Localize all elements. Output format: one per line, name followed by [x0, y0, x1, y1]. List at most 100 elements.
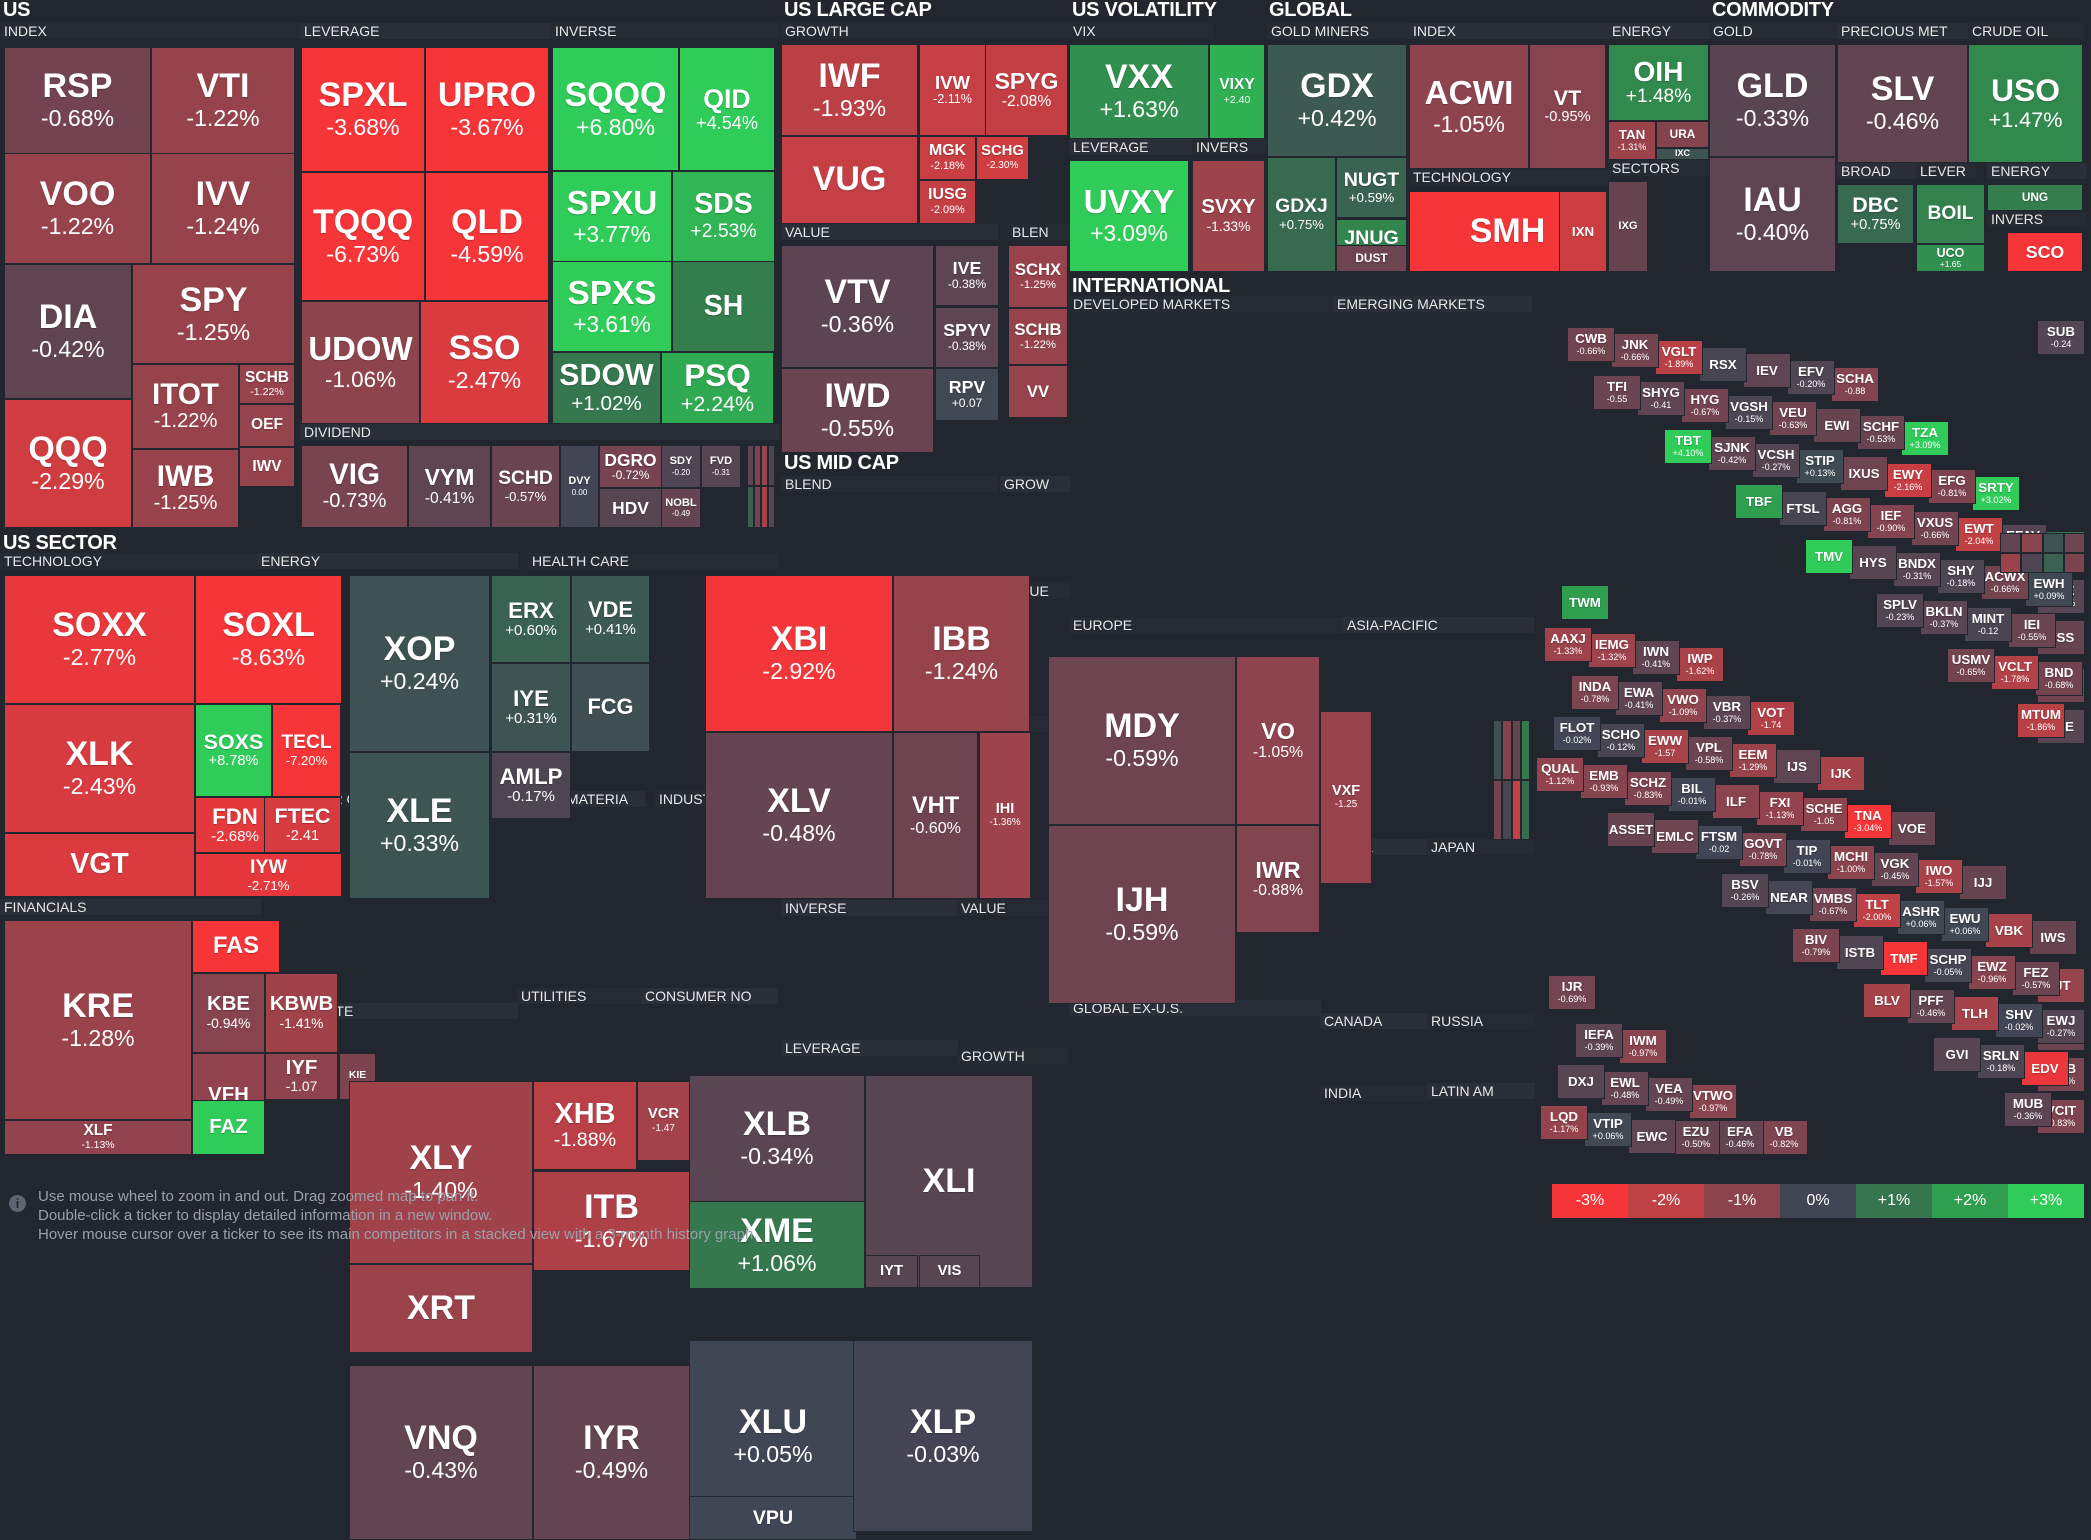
ticker-tile-spyv[interactable]: SPYV -0.38%: [935, 307, 999, 368]
ticker-tile-ilf[interactable]: ILF: [1712, 784, 1760, 819]
ticker-tile-vclt[interactable]: VCLT -1.78%: [1991, 655, 2039, 690]
ticker-tile-iyw[interactable]: IYW -2.71%: [195, 853, 342, 897]
ticker-tile-schf[interactable]: SCHF -0.53%: [1857, 415, 1905, 450]
ticker-tile-dvy[interactable]: DVY 0.00: [560, 445, 599, 528]
ticker-tile-tza[interactable]: TZA +3.09%: [1901, 421, 1949, 456]
ticker-tile-vpu[interactable]: VPU: [689, 1496, 857, 1540]
ticker-tile-bkln[interactable]: BKLN -0.37%: [1920, 600, 1968, 635]
ticker-tile-vmbs[interactable]: VMBS -0.67%: [1809, 887, 1857, 922]
ticker-tile-voo[interactable]: VOO -1.22%: [4, 153, 151, 264]
ticker-tile-kre[interactable]: KRE -1.28%: [4, 920, 192, 1120]
ticker-tile-spyg[interactable]: SPYG -2.08%: [985, 44, 1068, 136]
ticker-tile-srln[interactable]: SRLN -0.18%: [1977, 1044, 2025, 1079]
ticker-tile-xlb[interactable]: XLB -0.34%: [689, 1075, 865, 1202]
ticker-tile-govt[interactable]: GOVT -0.78%: [1739, 832, 1787, 867]
ticker-tile-iwo[interactable]: IWO -1.57%: [1915, 859, 1963, 894]
ticker-tile-ivw[interactable]: IVW -2.11%: [919, 44, 986, 136]
ticker-tile-cwb[interactable]: CWB -0.66%: [1567, 327, 1615, 362]
ticker-tile-spxl[interactable]: SPXL -3.68%: [301, 47, 425, 172]
ticker-tile-ewc[interactable]: EWC: [1628, 1119, 1676, 1154]
ticker-tile-dxj[interactable]: DXJ: [1557, 1064, 1605, 1099]
ticker-tile-asset[interactable]: ASSET: [1607, 812, 1655, 847]
ticker-tile-ijh[interactable]: IJH -0.59%: [1048, 825, 1236, 1004]
ticker-tile-eww[interactable]: EWW -1.57: [1641, 729, 1689, 764]
ticker-tile-tip[interactable]: TIP -0.01%: [1783, 839, 1831, 874]
ticker-tile-vgk[interactable]: VGK -0.45%: [1871, 852, 1919, 887]
ticker-tile-veu[interactable]: VEU -0.63%: [1769, 401, 1817, 436]
ticker-tile-kbe[interactable]: KBE -0.94%: [192, 973, 265, 1053]
ticker-tile-dbc[interactable]: DBC +0.75%: [1837, 184, 1914, 244]
ticker-tile-mdy[interactable]: MDY -0.59%: [1048, 656, 1236, 825]
ticker-tile-ewy[interactable]: EWY -2.16%: [1884, 463, 1932, 498]
ticker-tile-ftsm[interactable]: FTSM -0.02: [1695, 825, 1743, 860]
ticker-tile-iusg[interactable]: IUSG -2.09%: [919, 180, 976, 224]
ticker-tile-vis[interactable]: VIS: [919, 1255, 980, 1288]
ticker-tile-schb[interactable]: SCHB -1.22%: [239, 364, 295, 404]
ticker-tile-fez[interactable]: FEZ -0.57%: [2012, 961, 2060, 996]
ticker-tile-spxs[interactable]: SPXS +3.61%: [552, 261, 672, 352]
ticker-tile-vtip[interactable]: VTIP +0.06%: [1584, 1112, 1632, 1147]
ticker-tile-rsx[interactable]: RSX: [1699, 347, 1747, 382]
ticker-tile-tlh[interactable]: TLH: [1951, 996, 1999, 1031]
ticker-tile-lqd[interactable]: LQD -1.17%: [1540, 1105, 1588, 1140]
ticker-tile-vbr[interactable]: VBR -0.37%: [1703, 695, 1751, 730]
ticker-tile-hys[interactable]: HYS: [1849, 545, 1897, 580]
ticker-tile-dgro[interactable]: DGRO -0.72%: [599, 445, 662, 488]
ticker-tile-ive[interactable]: IVE -0.38%: [935, 245, 999, 306]
ticker-tile-sqqq[interactable]: SQQQ +6.80%: [552, 47, 679, 171]
ticker-tile-scha[interactable]: SCHA -0.88: [1831, 367, 1879, 402]
ticker-tile-upro[interactable]: UPRO -3.67%: [425, 47, 549, 172]
ticker-tile-vot[interactable]: VOT -1.74: [1747, 701, 1795, 736]
ticker-tile-tmv[interactable]: TMV: [1805, 539, 1853, 574]
ticker-tile-amlp[interactable]: AMLP -0.17%: [491, 752, 571, 819]
ticker-tile-stip[interactable]: STIP +0.13%: [1796, 449, 1844, 484]
ticker-tile-tbf[interactable]: TBF: [1735, 484, 1783, 519]
ticker-tile-voe[interactable]: VOE: [1888, 811, 1936, 846]
ticker-tile-ijj[interactable]: IJJ: [1959, 865, 2007, 900]
ticker-tile-iau[interactable]: IAU -0.40%: [1709, 157, 1836, 272]
ticker-tile-mub[interactable]: MUB -0.36%: [2004, 1092, 2052, 1127]
ticker-tile-schp[interactable]: SCHP -0.05%: [1924, 948, 1972, 983]
ticker-tile-iye[interactable]: IYE +0.31%: [491, 663, 571, 752]
ticker-tile-ixg[interactable]: IXG: [1608, 181, 1648, 272]
ticker-tile-sco[interactable]: SCO: [2007, 232, 2083, 272]
ticker-tile-xlf[interactable]: XLF -1.13%: [4, 1120, 192, 1155]
ticker-tile-qld[interactable]: QLD -4.59%: [425, 172, 549, 301]
ticker-tile-acwi[interactable]: ACWI -1.05%: [1409, 44, 1529, 169]
ticker-tile-vym[interactable]: VYM -0.41%: [408, 445, 491, 528]
ticker-tile-ung[interactable]: UNG: [1987, 184, 2083, 211]
ticker-tile-mint[interactable]: MINT -0.12: [1964, 607, 2012, 642]
ticker-tile-sub[interactable]: SUB -0.24: [2037, 320, 2085, 355]
ticker-tile-ftsl[interactable]: FTSL: [1779, 491, 1827, 526]
ticker-tile-fdn[interactable]: FDN -2.68%: [195, 797, 275, 853]
ticker-tile-sds[interactable]: SDS +2.53%: [672, 171, 775, 262]
ticker-tile-istb[interactable]: ISTB: [1836, 935, 1884, 970]
ticker-tile-ewi[interactable]: EWI: [1813, 408, 1861, 443]
ticker-tile-ixus[interactable]: IXUS: [1840, 456, 1888, 491]
ticker-tile-sdy[interactable]: SDY -0.20: [661, 445, 701, 488]
ticker-tile-vht[interactable]: VHT -0.60%: [893, 732, 978, 899]
ticker-tile-edv[interactable]: EDV: [2021, 1051, 2069, 1086]
ticker-tile-xly[interactable]: XLY -1.40%: [349, 1081, 533, 1264]
ticker-tile-ivv[interactable]: IVV -1.24%: [151, 153, 295, 264]
ticker-tile-iwd[interactable]: IWD -0.55%: [781, 368, 934, 453]
ticker-tile-soxl[interactable]: SOXL -8.63%: [195, 575, 342, 704]
ticker-tile-soxx[interactable]: SOXX -2.77%: [4, 575, 195, 704]
ticker-tile-ibb[interactable]: IBB -1.24%: [893, 575, 1030, 732]
ticker-tile-kbwb[interactable]: KBWB -1.41%: [265, 973, 338, 1053]
ticker-tile-efv[interactable]: EFV -0.20%: [1787, 360, 1835, 395]
ticker-tile-shyg[interactable]: SHYG -0.41: [1637, 381, 1685, 416]
ticker-tile-vgsh[interactable]: VGSH -0.15%: [1725, 395, 1773, 430]
ticker-tile-shy[interactable]: SHY -0.18%: [1937, 559, 1985, 594]
ticker-tile-gdx[interactable]: GDX +0.42%: [1267, 44, 1407, 157]
ticker-tile-uco[interactable]: UCO +1.65: [1916, 244, 1985, 272]
ticker-tile-itot[interactable]: ITOT -1.22%: [132, 364, 239, 449]
ticker-tile-ashr[interactable]: ASHR +0.06%: [1897, 900, 1945, 935]
ticker-tile-tan[interactable]: TAN -1.31%: [1608, 121, 1656, 160]
ticker-tile-gdxj[interactable]: GDXJ +0.75%: [1267, 157, 1336, 272]
ticker-tile-ewt[interactable]: EWT -2.04%: [1955, 517, 2003, 552]
ticker-tile-bnd[interactable]: BND -0.68%: [2035, 661, 2083, 696]
ticker-tile-vug[interactable]: VUG: [781, 136, 918, 224]
ticker-tile-qual[interactable]: QUAL -1.12%: [1536, 757, 1584, 792]
ticker-tile-emb[interactable]: EMB -0.93%: [1580, 764, 1628, 799]
